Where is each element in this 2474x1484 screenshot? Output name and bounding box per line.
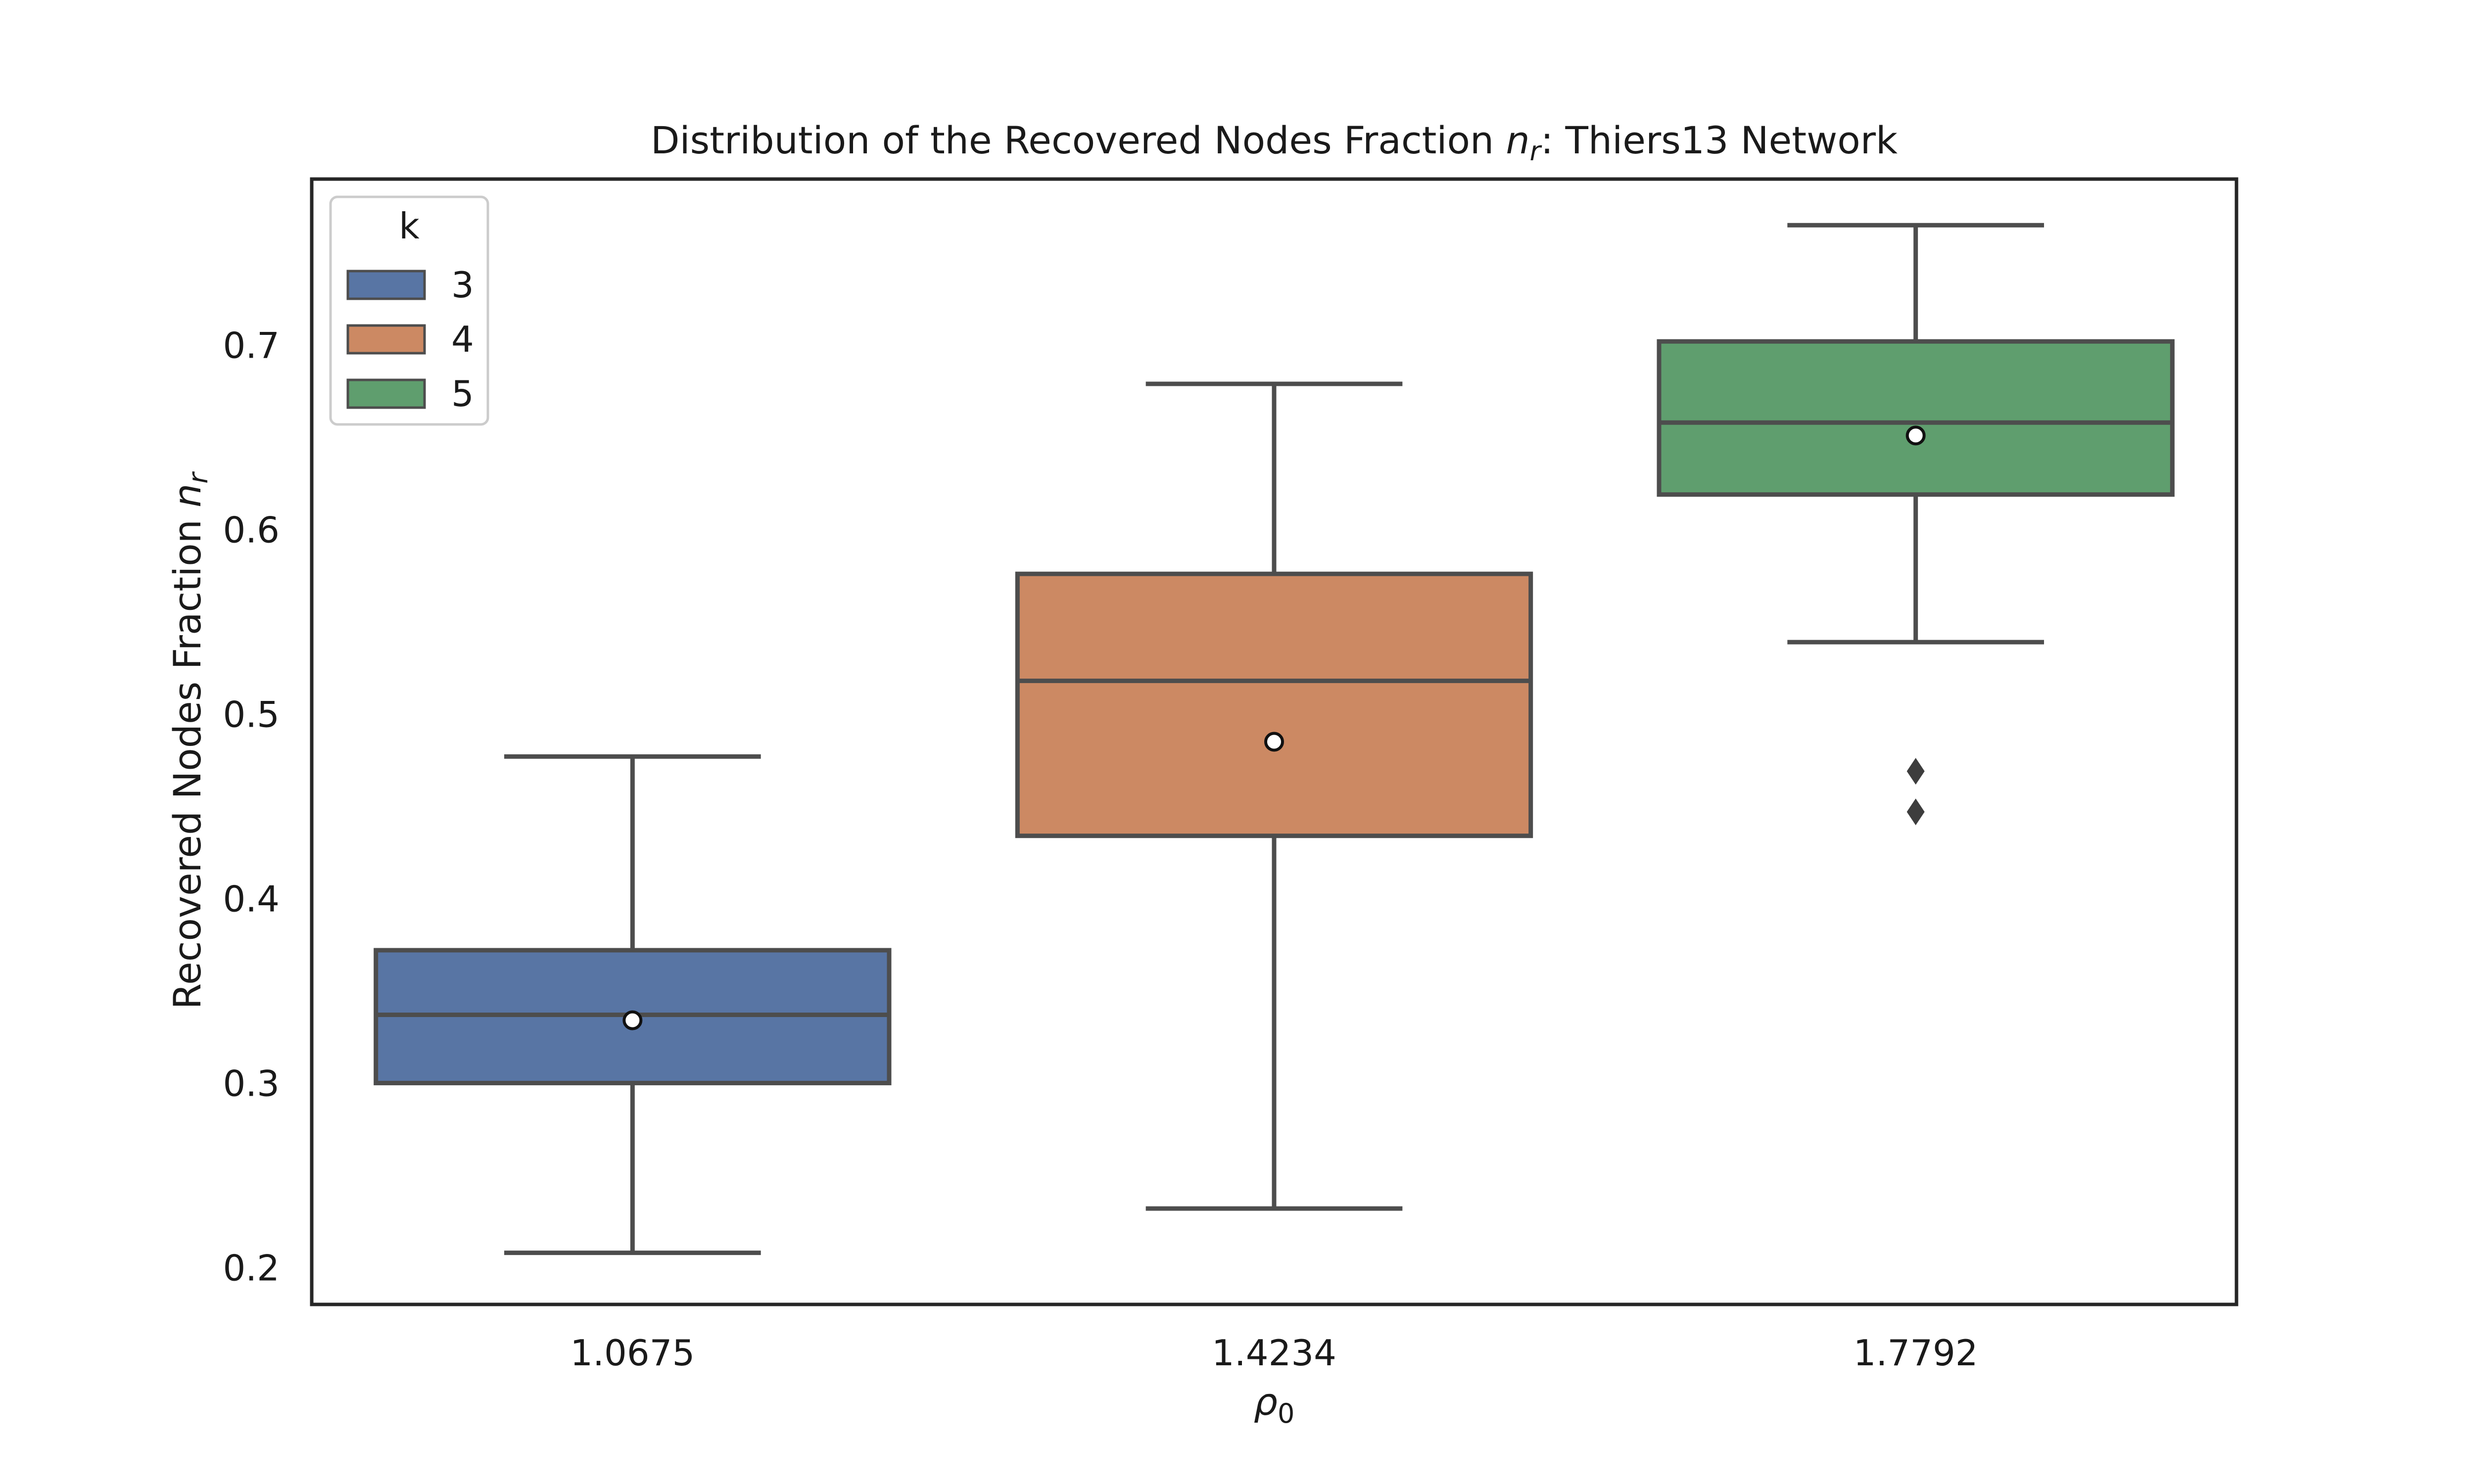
x-axis-label: ρ0	[1254, 1380, 1295, 1429]
legend-title: k	[399, 205, 420, 247]
box-group-4	[1015, 381, 1533, 1211]
mean-marker	[1905, 425, 1926, 446]
x-tick-label: 1.4234	[1212, 1332, 1336, 1374]
y-tick-label: 0.4	[223, 879, 280, 920]
outlier-point	[1906, 798, 1925, 826]
legend-swatch-3	[346, 270, 426, 300]
legend-swatch-5	[346, 378, 426, 409]
mean-marker	[622, 1010, 643, 1030]
x-tick-label: 1.0675	[570, 1332, 695, 1374]
legend-label-3: 3	[451, 264, 474, 306]
box-iqr	[1657, 339, 2175, 497]
x-axis-ticks: 1.0675 1.4234 1.7792	[570, 1332, 1978, 1374]
legend-swatch-4	[346, 324, 426, 355]
y-tick-label: 0.3	[223, 1063, 280, 1104]
y-axis-label: Recovered Nodes Fraction nr	[165, 471, 214, 1010]
box-iqr	[1015, 571, 1533, 838]
chart-title: Distribution of the Recovered Nodes Frac…	[651, 118, 1898, 167]
legend-label-5: 5	[451, 373, 474, 415]
legend-label-4: 4	[451, 319, 474, 360]
y-tick-label: 0.2	[223, 1247, 280, 1289]
box-series	[374, 223, 2175, 1255]
y-tick-label: 0.6	[223, 510, 280, 551]
mean-marker	[1264, 732, 1284, 752]
box-group-5	[1657, 223, 2175, 826]
legend-frame	[329, 195, 489, 426]
plot-area	[310, 177, 2238, 1306]
x-tick-label: 1.7792	[1854, 1332, 1978, 1374]
y-tick-label: 0.7	[223, 325, 280, 367]
y-axis-ticks: 0.2 0.3 0.4 0.5 0.6 0.7	[223, 325, 280, 1289]
box-group-3	[374, 754, 892, 1255]
y-tick-label: 0.5	[223, 694, 280, 736]
legend: k 3 4 5	[329, 195, 489, 426]
outlier-point	[1906, 758, 1925, 785]
